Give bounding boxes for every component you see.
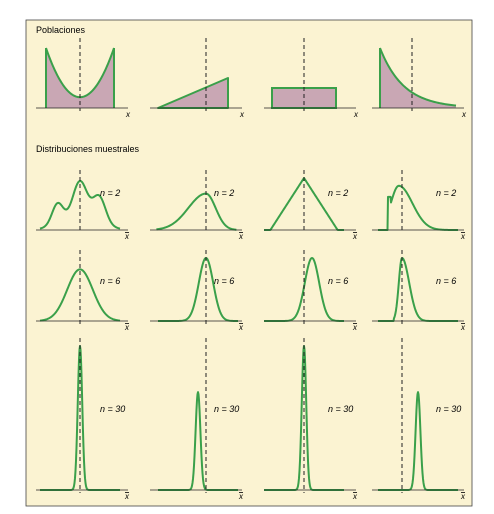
sampling-title: Distribuciones muestrales	[36, 144, 140, 154]
sampling-r1-c2-n-label: n = 2	[214, 188, 234, 198]
sampling-r3-c4-n-label: n = 30	[436, 404, 461, 414]
sampling-r2-c2-n-label: n = 6	[214, 276, 234, 286]
sampling-r2-c3-n-label: n = 6	[328, 276, 348, 286]
sampling-r1-c1-n-label: n = 2	[100, 188, 120, 198]
sampling-r3-c3-n-label: n = 30	[328, 404, 353, 414]
sampling-r3-c2-n-label: n = 30	[214, 404, 239, 414]
sampling-r1-c4-n-label: n = 2	[436, 188, 456, 198]
sampling-r1-c3-n-label: n = 2	[328, 188, 348, 198]
sampling-r2-c4-n-label: n = 6	[436, 276, 456, 286]
sampling-r3-c1-n-label: n = 30	[100, 404, 125, 414]
sampling-r2-c1-n-label: n = 6	[100, 276, 120, 286]
populations-title: Poblaciones	[36, 25, 86, 35]
